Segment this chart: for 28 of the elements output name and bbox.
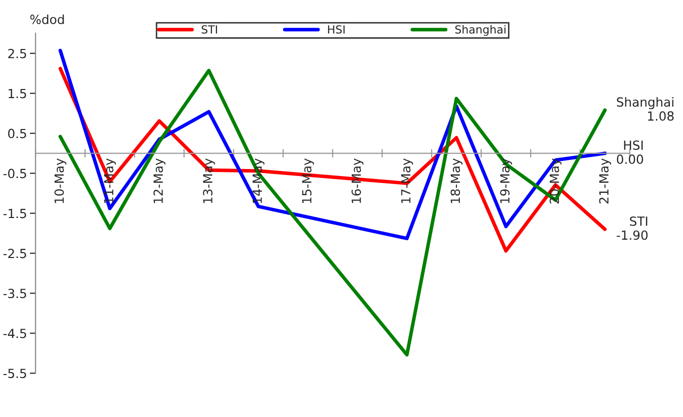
x-tick-label: 16-May	[352, 158, 364, 203]
x-tick-label: 14-May	[252, 158, 264, 203]
annotation: Shanghai 1.08	[616, 97, 674, 121]
x-tick-label: 19-May	[500, 158, 512, 203]
x-tick-label: 10-May	[54, 158, 66, 203]
x-tick-label: 11-May	[104, 158, 116, 203]
annotation: STI -1.90	[616, 216, 648, 240]
legend-label: Shanghai	[455, 25, 506, 36]
x-tick-label: 13-May	[203, 158, 215, 203]
y-tick-label: 0.5	[8, 128, 26, 138]
legend-label: HSI	[328, 25, 345, 34]
x-tick-label: 21-May	[599, 158, 612, 204]
y-tick-label: 1.5	[8, 88, 26, 98]
x-tick-label: 17-May	[401, 158, 413, 203]
y-tick-label: -3.5	[3, 288, 26, 298]
y-tick-label: -1.5	[3, 208, 26, 218]
y-tick-label: -5.5	[3, 368, 26, 378]
x-tick-label: 15-May	[302, 158, 314, 203]
y-tick-label: -4.5	[3, 328, 26, 338]
y-tick-label: 2.5	[8, 48, 26, 58]
x-tick-label: 12-May	[153, 158, 166, 203]
legend-label: STI	[202, 25, 217, 34]
annotation: HSI 0.00	[616, 140, 644, 164]
y-axis-title: %dod	[30, 14, 64, 24]
y-tick-label: -2.5	[3, 248, 26, 258]
x-tick-label: 20-May	[550, 158, 562, 204]
x-tick-label: 18-May	[450, 158, 462, 203]
y-tick-label: -0.5	[3, 168, 26, 178]
